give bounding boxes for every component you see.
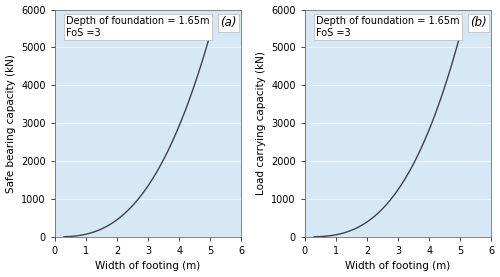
X-axis label: Width of footing (m): Width of footing (m) — [346, 261, 451, 271]
Y-axis label: Load carrying capacity (kN): Load carrying capacity (kN) — [256, 51, 266, 195]
Y-axis label: Safe bearing capacity (kN): Safe bearing capacity (kN) — [6, 54, 16, 193]
Text: Depth of foundation = 1.65m
FoS =3: Depth of foundation = 1.65m FoS =3 — [66, 16, 210, 38]
Text: (a): (a) — [220, 16, 236, 29]
X-axis label: Width of footing (m): Width of footing (m) — [96, 261, 200, 271]
Text: (b): (b) — [470, 16, 486, 29]
Text: Depth of foundation = 1.65m
FoS =3: Depth of foundation = 1.65m FoS =3 — [316, 16, 460, 38]
